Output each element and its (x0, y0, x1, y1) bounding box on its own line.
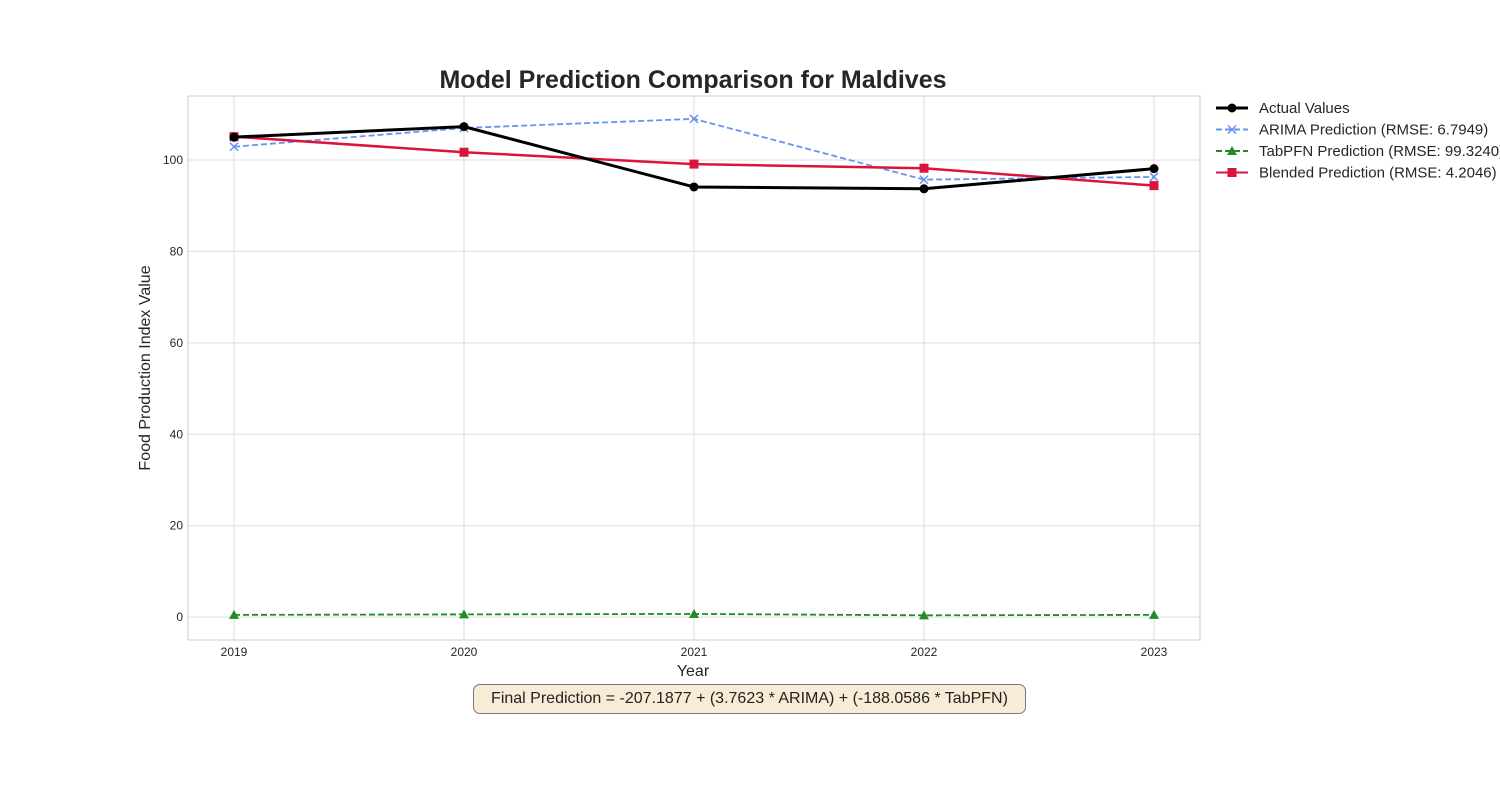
series-2 (229, 608, 1159, 620)
y-axis-label: Food Production Index Value (137, 265, 154, 470)
data-point (229, 142, 239, 152)
y-tick-label: 100 (163, 153, 183, 167)
data-point (1149, 181, 1159, 191)
legend-marker (1227, 103, 1237, 113)
data-point (459, 122, 469, 132)
series-0 (229, 122, 1159, 194)
data-point (459, 147, 469, 157)
legend-item: Blended Prediction (RMSE: 4.2046) (1216, 165, 1497, 182)
legend-marker (1227, 124, 1237, 135)
x-marker-stroke (229, 142, 239, 152)
data-point (689, 114, 699, 124)
formula-annotation: Final Prediction = -207.1877 + (3.7623 *… (473, 684, 1026, 714)
x-marker-stroke (1149, 172, 1159, 182)
legend: Actual Values ARIMA Prediction (RMSE: 6.7… (1216, 100, 1500, 182)
x-axis-label: Year (677, 663, 710, 680)
x-tick-label: 2020 (451, 645, 478, 659)
x-tick-label: 2021 (681, 645, 708, 659)
data-point (1149, 609, 1159, 619)
tick-labels: 2019 2020 2021 2022 2023 0 20 40 60 80 100 (163, 153, 1168, 659)
data-point (1149, 172, 1159, 182)
data-point (919, 610, 929, 620)
data-point (919, 163, 929, 173)
legend-marker (1227, 168, 1237, 177)
y-tick-label: 20 (170, 519, 184, 533)
data-point (689, 608, 699, 618)
x-tick-label: 2019 (221, 645, 248, 659)
y-tick-label: 60 (170, 336, 184, 350)
x-tick-label: 2023 (1141, 645, 1168, 659)
plot-frame (187, 95, 1201, 641)
legend-item: TabPFN Prediction (RMSE: 99.3240) (1216, 143, 1500, 160)
legend-marker (1227, 146, 1237, 155)
y-tick-label: 40 (170, 427, 184, 441)
series-layer (229, 114, 1159, 620)
data-point (919, 175, 929, 185)
data-point (229, 132, 239, 142)
chart-title: Model Prediction Comparison for Maldives (439, 66, 946, 94)
legend-label: ARIMA Prediction (RMSE: 6.7949) (1259, 122, 1488, 139)
legend-label: TabPFN Prediction (RMSE: 99.3240) (1259, 143, 1500, 160)
data-point (229, 609, 239, 619)
data-point (689, 159, 699, 169)
data-point (689, 182, 699, 192)
data-point (459, 609, 469, 619)
x-marker-stroke (689, 114, 699, 124)
legend-label: Blended Prediction (RMSE: 4.2046) (1259, 165, 1497, 182)
y-tick-label: 0 (176, 610, 183, 624)
x-marker-stroke (1227, 124, 1237, 135)
legend-item: ARIMA Prediction (RMSE: 6.7949) (1216, 122, 1488, 139)
data-point (919, 184, 929, 194)
y-tick-label: 80 (170, 244, 184, 258)
legend-item: Actual Values (1216, 100, 1350, 117)
x-marker-stroke (919, 175, 929, 185)
data-point (1149, 164, 1159, 174)
legend-label: Actual Values (1259, 100, 1350, 117)
x-tick-label: 2022 (911, 645, 938, 659)
